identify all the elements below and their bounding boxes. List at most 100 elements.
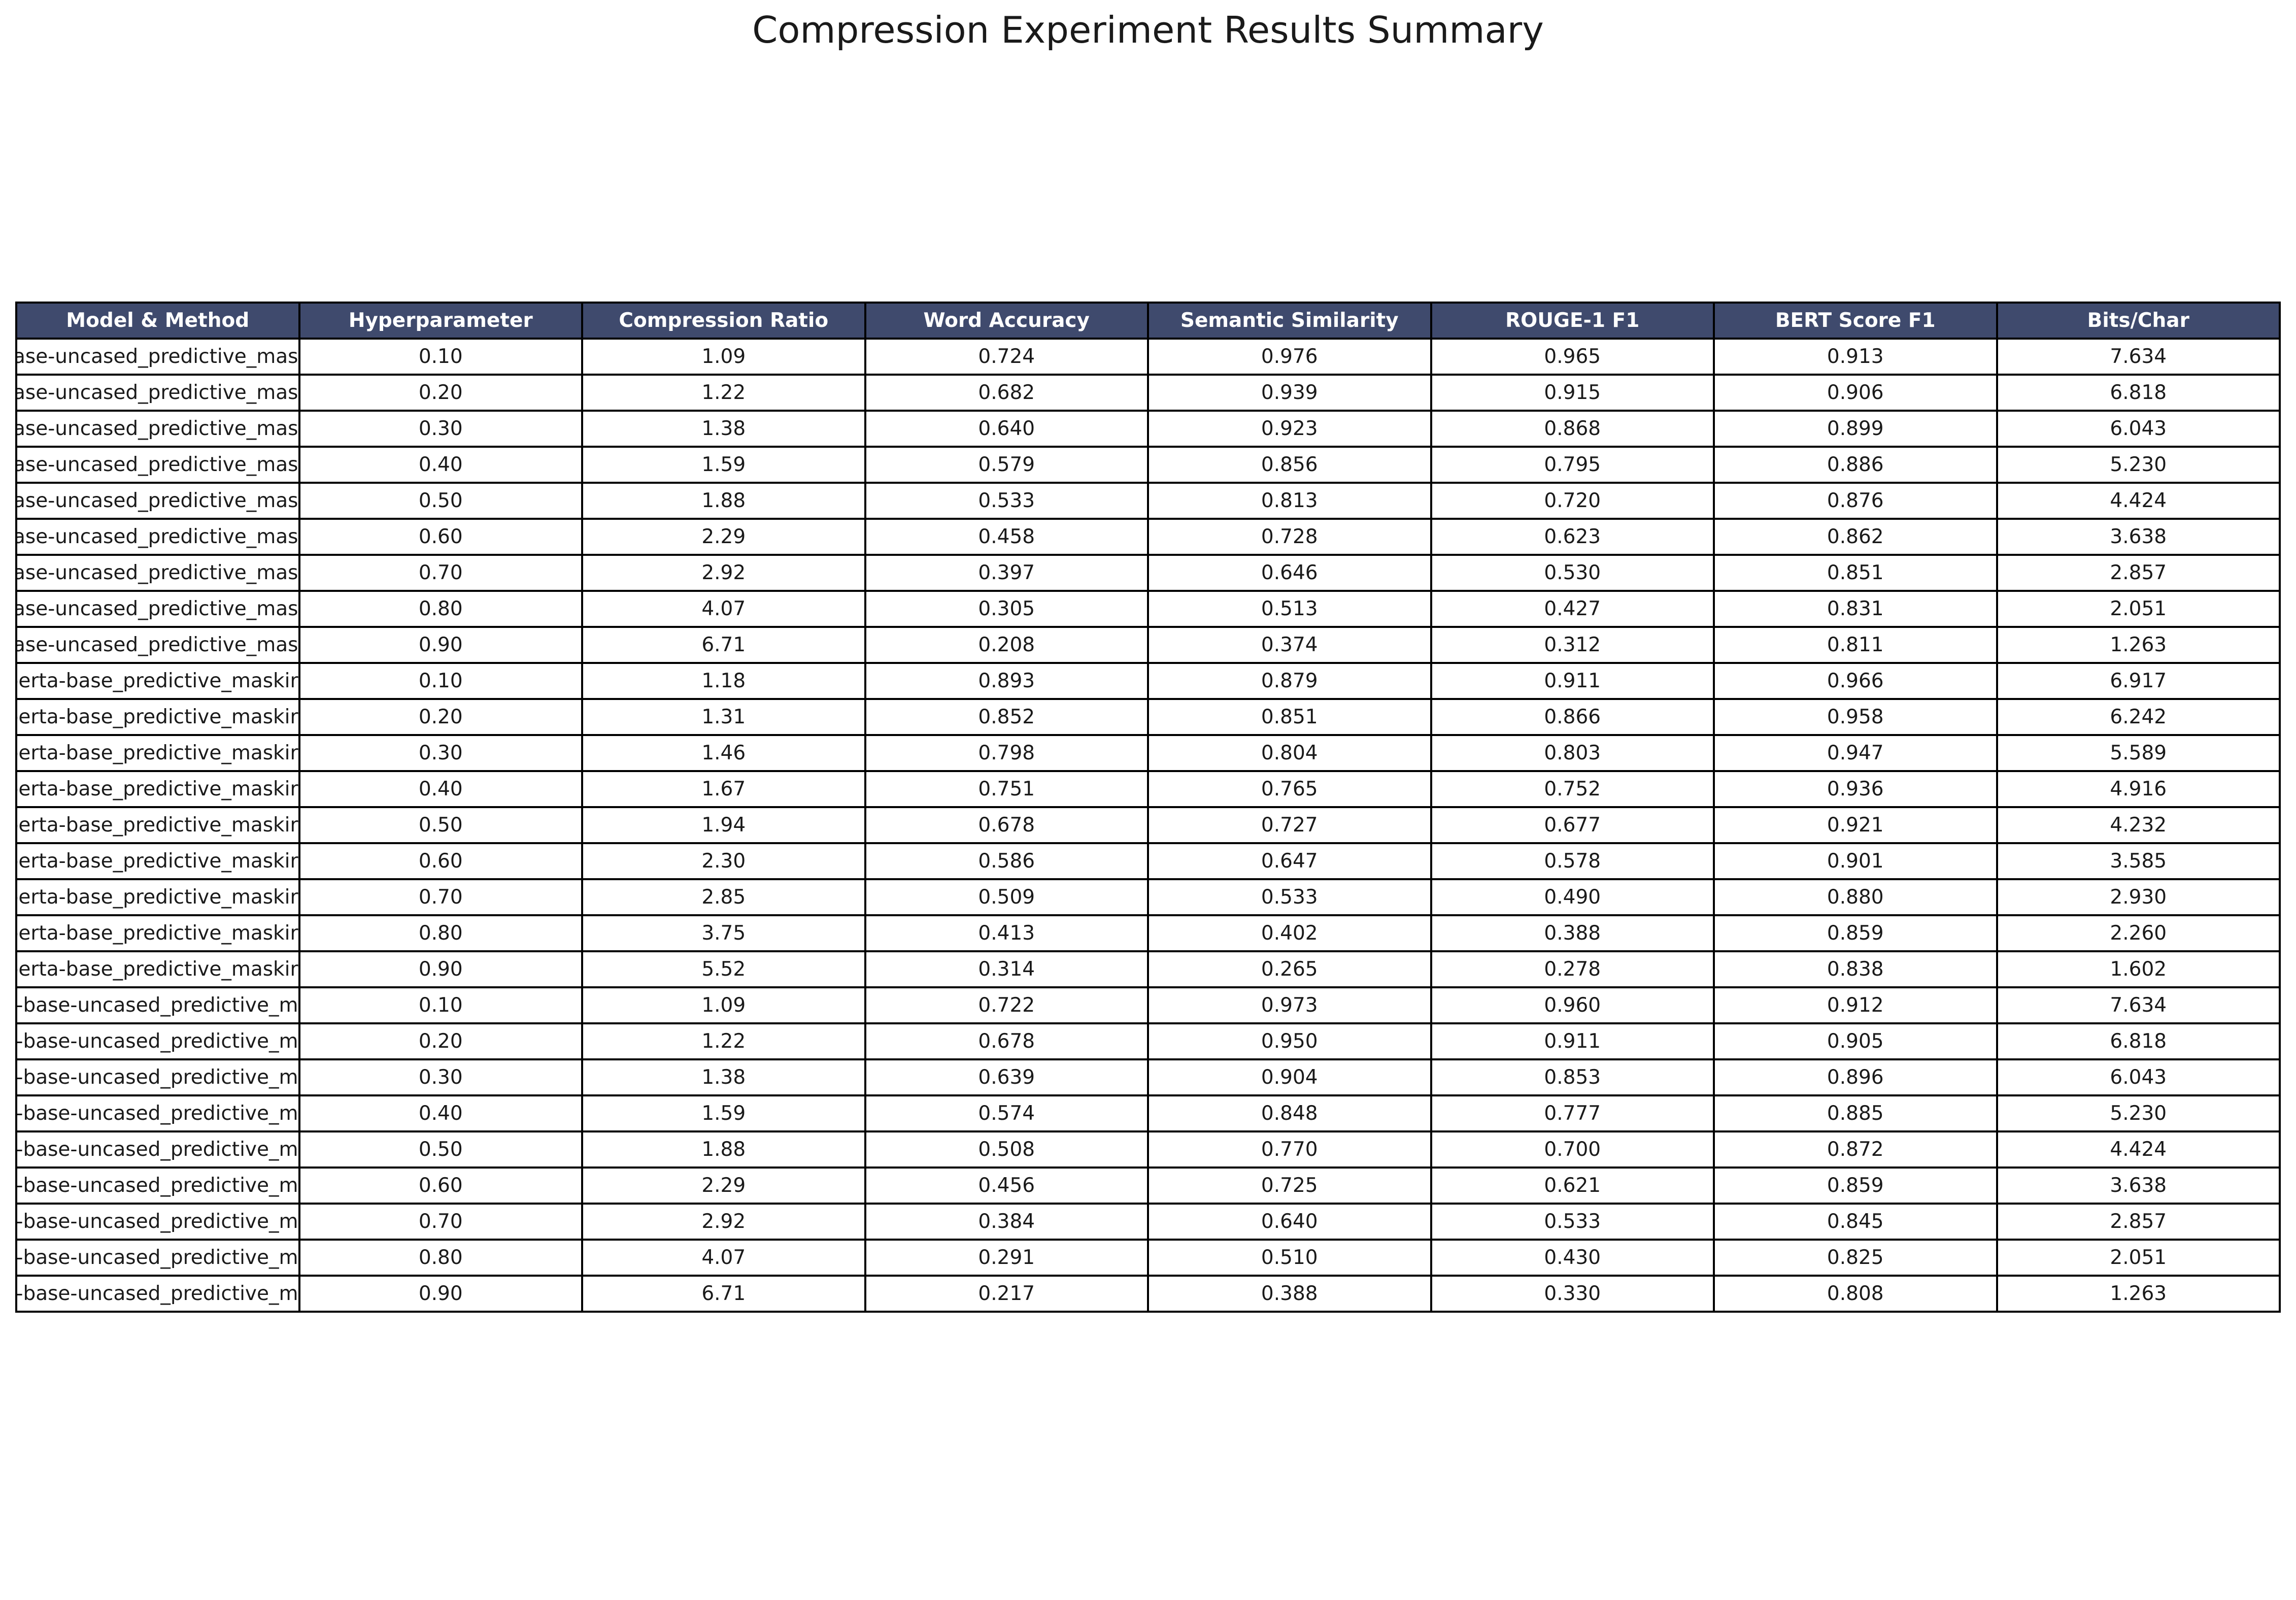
column-header: Semantic Similarity bbox=[1147, 302, 1432, 340]
table-cell: 0.752 bbox=[1430, 770, 1715, 808]
model-method-cell: pert-base-uncased_predictive_m bbox=[15, 1203, 300, 1241]
table-cell: 5.52 bbox=[581, 950, 866, 988]
table-row: t-base-uncased_predictive_mas 0.20 1.22 0.6… bbox=[15, 374, 2281, 412]
table-row: rdberta-base_predictive_maskir 0.60 2.30 0.… bbox=[15, 842, 2281, 880]
model-method-cell: pert-base-uncased_predictive_m bbox=[15, 986, 300, 1024]
table-cell: 2.857 bbox=[1996, 554, 2281, 592]
table-cell: 0.430 bbox=[1430, 1239, 1715, 1277]
table-cell: 0.868 bbox=[1430, 410, 1715, 448]
model-method-text: t-base-uncased_predictive_mas bbox=[16, 453, 298, 476]
model-method-cell: rdberta-base_predictive_maskir bbox=[15, 950, 300, 988]
table-cell: 3.585 bbox=[1996, 842, 2281, 880]
table-cell: 0.724 bbox=[864, 338, 1149, 376]
table-cell: 1.67 bbox=[581, 770, 866, 808]
table-row: rdberta-base_predictive_maskir 0.10 1.18 0.… bbox=[15, 662, 2281, 700]
table-cell: 0.958 bbox=[1713, 698, 1998, 736]
table-row: t-base-uncased_predictive_mas 0.90 6.71 0.2… bbox=[15, 626, 2281, 664]
table-cell: 0.278 bbox=[1430, 950, 1715, 988]
table-cell: 0.904 bbox=[1147, 1058, 1432, 1096]
table-cell: 0.312 bbox=[1430, 626, 1715, 664]
model-method-text: t-base-uncased_predictive_mas bbox=[16, 525, 298, 548]
table-cell: 0.621 bbox=[1430, 1166, 1715, 1205]
table-body: t-base-uncased_predictive_mas 0.10 1.09 0.7… bbox=[15, 338, 2281, 1313]
table-cell: 0.30 bbox=[298, 734, 583, 772]
table-cell: 0.10 bbox=[298, 662, 583, 700]
model-method-cell: pert-base-uncased_predictive_m bbox=[15, 1022, 300, 1060]
table-cell: 4.424 bbox=[1996, 482, 2281, 520]
model-method-cell: rdberta-base_predictive_maskir bbox=[15, 770, 300, 808]
table-cell: 0.60 bbox=[298, 1166, 583, 1205]
model-method-cell: pert-base-uncased_predictive_m bbox=[15, 1130, 300, 1169]
model-method-text: rdberta-base_predictive_maskir bbox=[16, 742, 298, 764]
table-cell: 0.678 bbox=[864, 1022, 1149, 1060]
model-method-text: t-base-uncased_predictive_mas bbox=[16, 417, 298, 440]
table-header: Model & Method Hyperparameter Compression … bbox=[15, 302, 2281, 340]
model-method-cell: pert-base-uncased_predictive_m bbox=[15, 1239, 300, 1277]
table-cell: 0.60 bbox=[298, 518, 583, 556]
model-method-text: t-base-uncased_predictive_mas bbox=[16, 489, 298, 512]
table-cell: 0.923 bbox=[1147, 410, 1432, 448]
table-cell: 5.230 bbox=[1996, 1094, 2281, 1132]
table-cell: 0.90 bbox=[298, 950, 583, 988]
table-cell: 3.75 bbox=[581, 914, 866, 952]
table-cell: 0.265 bbox=[1147, 950, 1432, 988]
table-cell: 6.917 bbox=[1996, 662, 2281, 700]
table-cell: 0.291 bbox=[864, 1239, 1149, 1277]
table-cell: 4.07 bbox=[581, 590, 866, 628]
table-cell: 0.50 bbox=[298, 806, 583, 844]
table-cell: 0.973 bbox=[1147, 986, 1432, 1024]
table-cell: 6.818 bbox=[1996, 1022, 2281, 1060]
table-cell: 0.966 bbox=[1713, 662, 1998, 700]
table-cell: 0.80 bbox=[298, 1239, 583, 1277]
table-cell: 0.388 bbox=[1147, 1275, 1432, 1313]
model-method-text: rdberta-base_predictive_maskir bbox=[16, 922, 298, 945]
table-cell: 0.965 bbox=[1430, 338, 1715, 376]
table-cell: 1.38 bbox=[581, 1058, 866, 1096]
table-cell: 0.825 bbox=[1713, 1239, 1998, 1277]
table-cell: 4.424 bbox=[1996, 1130, 2281, 1169]
table-row: t-base-uncased_predictive_mas 0.30 1.38 0.6… bbox=[15, 410, 2281, 448]
model-method-cell: t-base-uncased_predictive_mas bbox=[15, 590, 300, 628]
table-cell: 0.677 bbox=[1430, 806, 1715, 844]
table-row: rdberta-base_predictive_maskir 0.50 1.94 0.… bbox=[15, 806, 2281, 844]
model-method-text: pert-base-uncased_predictive_m bbox=[16, 1030, 298, 1053]
table-cell: 0.777 bbox=[1430, 1094, 1715, 1132]
table-cell: 0.30 bbox=[298, 1058, 583, 1096]
column-header: Bits/Char bbox=[1996, 302, 2281, 340]
table-cell: 0.533 bbox=[864, 482, 1149, 520]
table-cell: 0.427 bbox=[1430, 590, 1715, 628]
table-cell: 0.921 bbox=[1713, 806, 1998, 844]
table-cell: 1.263 bbox=[1996, 1275, 2281, 1313]
table-cell: 0.913 bbox=[1713, 338, 1998, 376]
table-cell: 2.92 bbox=[581, 1203, 866, 1241]
table-cell: 2.051 bbox=[1996, 590, 2281, 628]
table-cell: 0.859 bbox=[1713, 1166, 1998, 1205]
table-cell: 0.856 bbox=[1147, 446, 1432, 484]
table-cell: 4.232 bbox=[1996, 806, 2281, 844]
table-cell: 0.795 bbox=[1430, 446, 1715, 484]
model-method-text: rdberta-base_predictive_maskir bbox=[16, 958, 298, 981]
table-cell: 0.50 bbox=[298, 482, 583, 520]
table-cell: 0.912 bbox=[1713, 986, 1998, 1024]
model-method-text: pert-base-uncased_predictive_m bbox=[16, 1210, 298, 1233]
table-cell: 0.217 bbox=[864, 1275, 1149, 1313]
table-cell: 0.811 bbox=[1713, 626, 1998, 664]
table-row: t-base-uncased_predictive_mas 0.80 4.07 0.3… bbox=[15, 590, 2281, 628]
table-cell: 1.94 bbox=[581, 806, 866, 844]
table-cell: 5.589 bbox=[1996, 734, 2281, 772]
table-cell: 0.915 bbox=[1430, 374, 1715, 412]
table-cell: 1.88 bbox=[581, 482, 866, 520]
table-cell: 1.46 bbox=[581, 734, 866, 772]
table-cell: 0.700 bbox=[1430, 1130, 1715, 1169]
model-method-text: pert-base-uncased_predictive_m bbox=[16, 1138, 298, 1161]
table-cell: 0.458 bbox=[864, 518, 1149, 556]
model-method-text: pert-base-uncased_predictive_m bbox=[16, 1066, 298, 1089]
table-cell: 0.751 bbox=[864, 770, 1149, 808]
table-cell: 0.20 bbox=[298, 1022, 583, 1060]
table-cell: 0.413 bbox=[864, 914, 1149, 952]
results-table: Model & Method Hyperparameter Compression … bbox=[15, 302, 2281, 1313]
table-cell: 0.90 bbox=[298, 1275, 583, 1313]
table-cell: 0.513 bbox=[1147, 590, 1432, 628]
table-cell: 0.20 bbox=[298, 374, 583, 412]
table-cell: 0.876 bbox=[1713, 482, 1998, 520]
